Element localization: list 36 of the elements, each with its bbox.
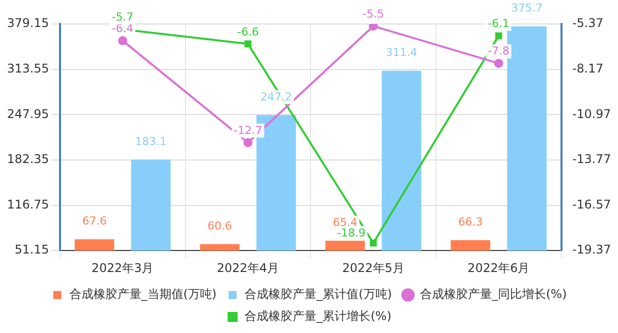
data-label: 311.4 (386, 46, 418, 60)
y2-tick-label: -5.37 (572, 16, 604, 30)
y2-tick-label: -13.77 (572, 152, 612, 166)
x-tick-label: 2022年6月 (468, 260, 530, 275)
data-label: 66.3 (458, 215, 483, 228)
data-label: 65.4 (332, 216, 358, 230)
y2-tick-label: -19.37 (572, 242, 612, 257)
y2-tick-label: -16.57 (572, 197, 612, 212)
data-label: 375.7 (511, 2, 543, 15)
data-label: -5.5 (362, 7, 384, 20)
data-label: 247.2 (260, 90, 292, 104)
data-label: -12.7 (234, 124, 262, 137)
legend-label: 合成橡胶产量_当期值(万吨) (69, 287, 217, 302)
data-label: -6.1 (488, 17, 510, 30)
y-tick-label: 379.15 (6, 16, 49, 30)
y-tick-label: 116.75 (6, 197, 49, 212)
data-label: -7.8 (488, 44, 510, 58)
data-label: -5.7 (112, 10, 134, 24)
x-tick-label: 2022年4月 (216, 260, 280, 275)
y2-tick-label: -8.17 (572, 61, 604, 76)
legend-label: 合成橡胶产量_同比增长(%) (420, 287, 567, 302)
legend-label: 合成橡胶产量_累计增长(%) (244, 309, 392, 324)
y-tick-label: 182.35 (6, 152, 49, 166)
data-label: -6.4 (112, 22, 134, 36)
y-tick-label: 51.15 (14, 242, 49, 257)
y-tick-label: 247.95 (6, 106, 49, 121)
x-tick-label: 2022年5月 (342, 260, 404, 275)
data-label: -18.9 (337, 226, 366, 240)
legend-label: 合成橡胶产量_累计值(万吨) (244, 287, 392, 302)
data-label: 183.1 (135, 134, 167, 148)
data-label: 60.6 (208, 219, 232, 232)
y2-tick-label: -10.97 (572, 106, 612, 121)
data-label: -6.6 (237, 25, 259, 38)
y-tick-label: 313.55 (6, 61, 49, 76)
x-tick-label: 2022年3月 (92, 260, 154, 275)
data-label: 67.6 (82, 214, 107, 228)
